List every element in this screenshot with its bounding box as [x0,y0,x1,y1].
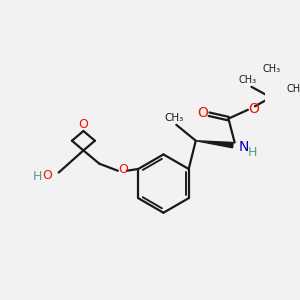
Text: O: O [118,164,128,176]
Text: H: H [33,169,42,183]
Text: O: O [79,118,88,131]
Text: O: O [248,102,259,116]
Text: O: O [197,106,208,120]
Text: CH₃: CH₃ [164,113,183,123]
Text: CH₃: CH₃ [263,64,281,74]
Text: H: H [248,146,257,159]
Text: O: O [42,169,52,182]
Polygon shape [196,141,233,148]
Text: N: N [239,140,249,154]
Text: CH₃: CH₃ [239,75,257,85]
Text: CH₃: CH₃ [286,84,300,94]
